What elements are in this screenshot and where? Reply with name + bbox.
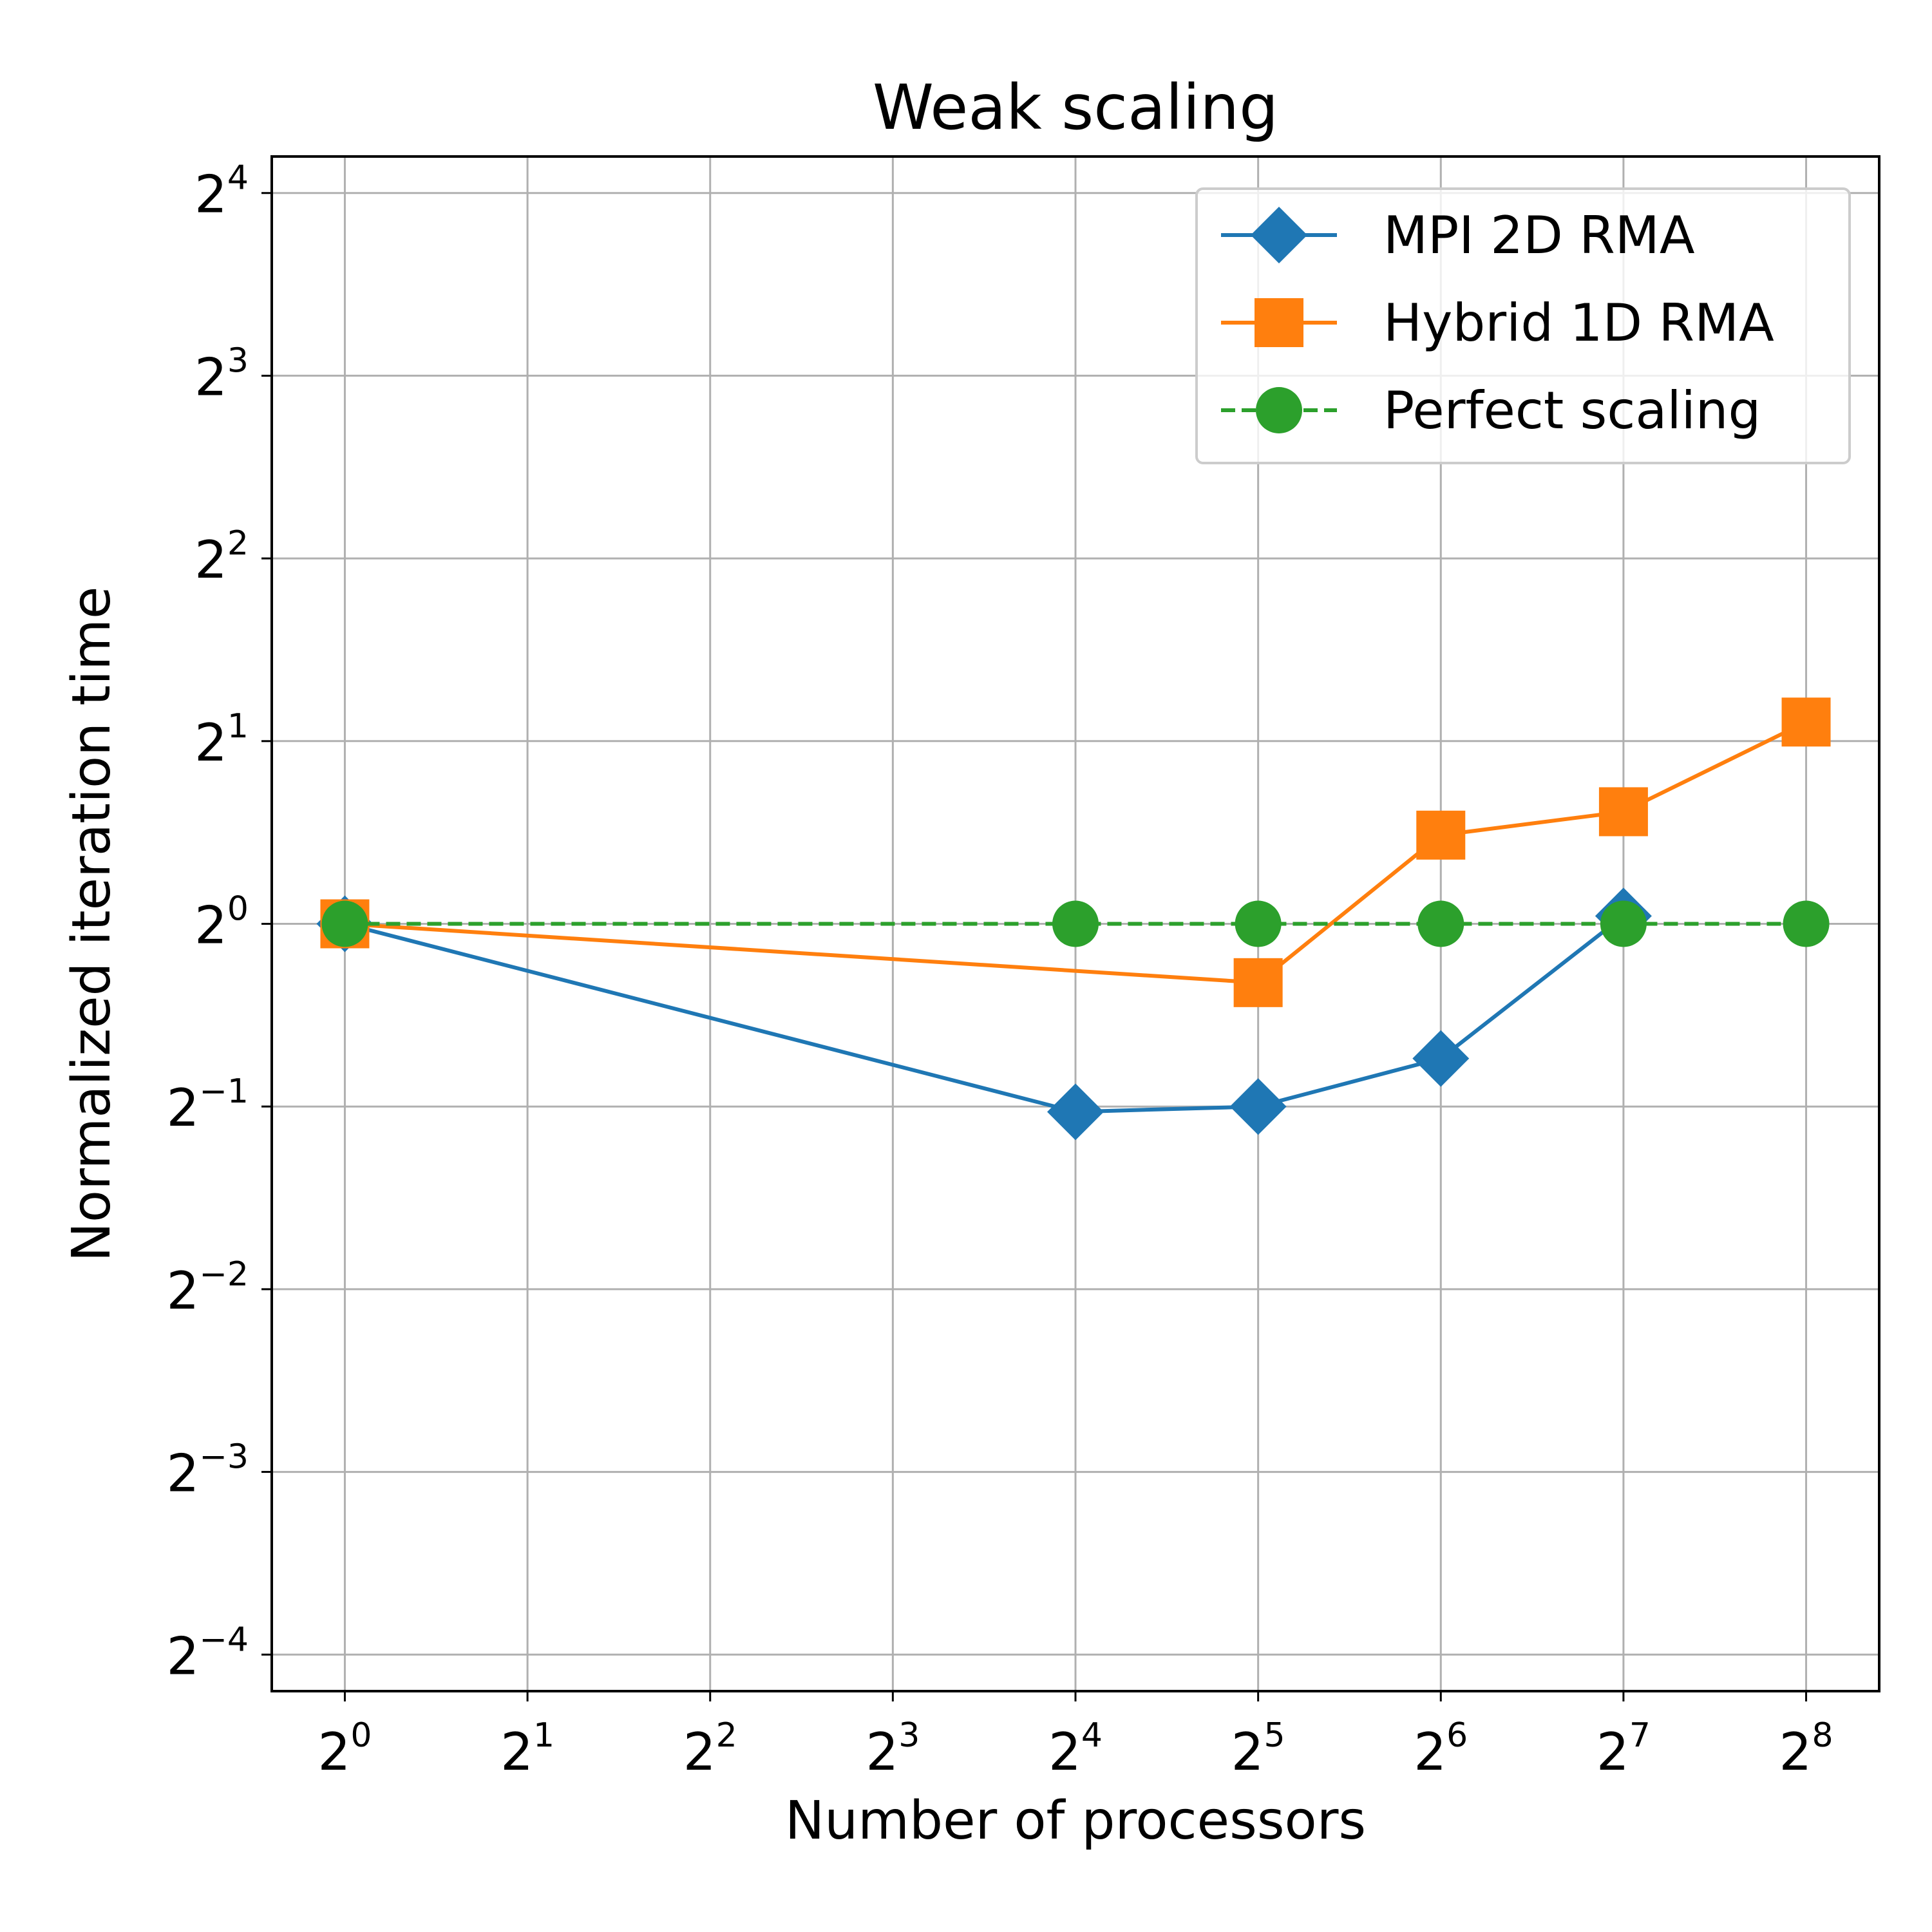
x-tick-label: 23 [866, 1716, 920, 1782]
y-tick-label: 20 [194, 890, 249, 956]
x-tick-label: 28 [1779, 1716, 1833, 1782]
data-point [1783, 900, 1830, 947]
x-tick-label: 20 [317, 1716, 372, 1782]
series-layer [316, 697, 1831, 1141]
x-tick-label: 21 [500, 1716, 554, 1782]
legend-marker [1255, 298, 1303, 347]
legend-label: MPI 2D RMA [1383, 205, 1695, 265]
legend-entry: MPI 2D RMA [1221, 205, 1695, 265]
data-point [1052, 900, 1099, 947]
data-point [1229, 1078, 1287, 1135]
x-tick-label: 27 [1596, 1716, 1651, 1782]
data-point [1781, 697, 1831, 747]
y-tick-label: 24 [194, 159, 249, 225]
legend-entry: Hybrid 1D RMA [1221, 293, 1774, 353]
x-tick-label: 24 [1048, 1716, 1103, 1782]
data-point [1233, 958, 1283, 1007]
x-axis-label: Number of processors [785, 1790, 1366, 1852]
x-tick-label: 22 [683, 1716, 737, 1782]
y-axis-label: Normalized iteration time [61, 587, 122, 1262]
data-point [1417, 900, 1464, 947]
ticks: 20 21 22 23 24 25 26 27 28 2−4 2−3 2−2 2−1 20 21 22 23 24 [166, 159, 1833, 1782]
legend-label: Hybrid 1D RMA [1383, 293, 1774, 353]
legend: MPI 2D RMA Hybrid 1D RMA Perfect scaling [1195, 187, 1851, 464]
x-tick-label: 26 [1414, 1716, 1468, 1782]
data-point [1235, 900, 1282, 947]
legend-entry: Perfect scaling [1221, 381, 1761, 440]
x-tick-label: 25 [1231, 1716, 1285, 1782]
legend-box [1195, 187, 1851, 464]
y-tick-label: 22 [194, 524, 249, 590]
data-point [1600, 900, 1647, 947]
y-tick-label: 2−4 [166, 1620, 249, 1686]
data-point [1412, 1030, 1470, 1087]
series-2 [321, 900, 1830, 947]
data-point [1047, 1083, 1104, 1141]
data-point [321, 900, 368, 947]
y-tick-label: 2−2 [166, 1255, 249, 1321]
legend-label: Perfect scaling [1383, 381, 1761, 440]
y-tick-label: 23 [194, 341, 249, 407]
chart-title: Weak scaling [873, 71, 1278, 144]
y-tick-label: 2−1 [166, 1072, 249, 1138]
legend-marker [1256, 387, 1302, 433]
series-line [344, 914, 1625, 1114]
y-tick-label: 21 [194, 707, 249, 773]
data-point [1598, 787, 1648, 837]
legend-marker [1251, 207, 1307, 263]
data-point [1416, 810, 1466, 860]
y-tick-label: 2−3 [166, 1438, 249, 1504]
